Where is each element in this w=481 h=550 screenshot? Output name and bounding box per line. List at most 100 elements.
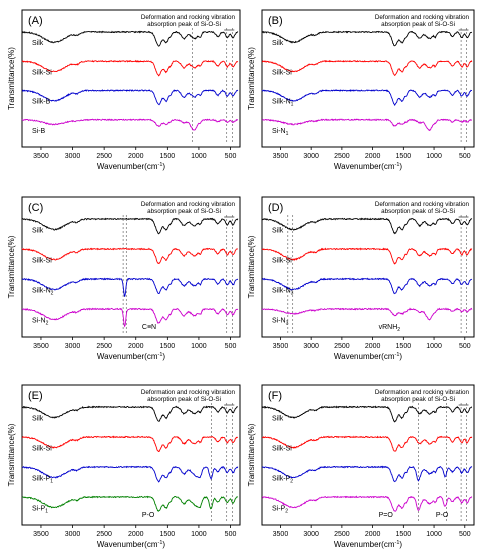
series-line-0 xyxy=(261,30,473,47)
y-axis-label: Transmittance(%) xyxy=(7,47,16,110)
x-tick-label-0: 3500 xyxy=(33,343,49,350)
series-label-2: Silk-B xyxy=(32,99,51,106)
x-axis-label-sup: -1 xyxy=(395,352,400,358)
peak-label: P-O xyxy=(142,512,155,519)
annotation-line-2: absorption peak of Si-O-Si xyxy=(147,208,221,215)
series-label-2: Silk-N1 xyxy=(272,99,294,108)
series-line-1 xyxy=(21,59,239,77)
x-tick-label-4: 1500 xyxy=(396,153,412,160)
x-tick-label-6: 500 xyxy=(225,153,237,160)
x-tick-label-2: 2500 xyxy=(96,153,112,160)
x-tick-label-6: 500 xyxy=(225,531,237,538)
series-label-1: Silk-Si xyxy=(272,69,292,76)
peak-label: vRNH2 xyxy=(379,324,401,333)
annotation-line-1: Deformation and rocking vibration xyxy=(141,201,236,208)
peak-label: C≡N xyxy=(142,324,156,331)
series-label-sub: 1 xyxy=(45,509,48,515)
panel-label: (C) xyxy=(28,202,43,214)
series-label-sub: 1 xyxy=(50,479,53,485)
series-label-1: Silk-Si xyxy=(32,446,52,453)
series-label-2: Silk-P2 xyxy=(272,476,293,485)
annotation-line-1: Deformation and rocking vibration xyxy=(375,14,470,21)
series-label-3: Si-N2 xyxy=(32,318,49,327)
x-tick-label-3: 2000 xyxy=(128,531,144,538)
plot-frame xyxy=(21,9,241,148)
x-tick-label-4: 1500 xyxy=(396,531,412,538)
series-line-0 xyxy=(21,405,239,423)
x-tick-label-2: 2500 xyxy=(334,153,350,160)
series-line-0 xyxy=(21,30,239,47)
x-tick-label-6: 500 xyxy=(459,153,471,160)
x-tick-label-5: 1000 xyxy=(191,343,207,350)
series-label-1: Silk-Si xyxy=(272,446,292,453)
panel-label: (B) xyxy=(268,15,283,27)
series-label-0: Silk xyxy=(32,416,44,423)
series-line-1 xyxy=(261,59,473,77)
y-axis-label: Transmittance(%) xyxy=(247,47,256,110)
series-label-0: Silk xyxy=(32,40,44,47)
y-axis-label: Transmittance(%) xyxy=(247,235,256,298)
annotation-line-2: absorption peak of Si-O-Si xyxy=(147,396,221,403)
x-tick-label-0: 3500 xyxy=(273,343,289,350)
series-line-3 xyxy=(21,118,239,131)
x-tick-label-4: 1500 xyxy=(396,343,412,350)
series-label-3: Si-B xyxy=(32,128,46,135)
plot-frame xyxy=(261,384,475,526)
x-tick-label-3: 2000 xyxy=(128,153,144,160)
series-line-2 xyxy=(261,89,472,107)
x-axis-label: Wavenumber(cm-1) xyxy=(97,540,166,549)
series-line-3 xyxy=(21,307,239,328)
x-tick-label-5: 1000 xyxy=(191,153,207,160)
series-label-2: Silk-N3 xyxy=(272,288,294,297)
chart-panel-1: (B) Deformation and rocking vibrationabso… xyxy=(247,9,475,171)
y-axis-label: Transmittance(%) xyxy=(7,423,16,486)
chart-panel-2: (C) Deformation and rocking vibrationabso… xyxy=(7,196,241,361)
x-tick-label-1: 3000 xyxy=(303,153,319,160)
x-axis-label-tail: ) xyxy=(162,540,165,549)
series-label-3: Si-P2 xyxy=(272,506,288,515)
series-label-sub: 1 xyxy=(286,131,289,137)
series-label-sub: 2 xyxy=(51,291,54,297)
x-tick-label-2: 2500 xyxy=(96,531,112,538)
x-tick-label-4: 1500 xyxy=(160,343,176,350)
series-line-2 xyxy=(261,277,473,295)
series-line-2 xyxy=(261,465,473,483)
series-label-2: Silk-N2 xyxy=(32,288,54,297)
panel-label: (E) xyxy=(28,390,43,402)
x-axis-label-sup: -1 xyxy=(158,162,163,168)
series-label-sub: 2 xyxy=(290,479,293,485)
series-line-3 xyxy=(21,495,239,512)
panel-label: (F) xyxy=(268,390,282,402)
chart-panel-3: (D) Deformation and rocking vibrationabso… xyxy=(247,196,475,361)
series-label-3: Si-N1 xyxy=(272,128,289,137)
series-line-1 xyxy=(21,435,238,452)
x-axis-label-tail: ) xyxy=(162,162,165,171)
chart-panel-5: (F) Deformation and rocking vibrationabso… xyxy=(247,384,475,549)
plot-frame xyxy=(21,196,241,338)
x-tick-label-1: 3000 xyxy=(65,153,81,160)
x-tick-label-5: 1000 xyxy=(426,153,442,160)
plot-frame xyxy=(21,384,241,526)
annotation-line-1: Deformation and rocking vibration xyxy=(375,201,470,208)
y-axis-label: Transmittance(%) xyxy=(247,423,256,486)
x-tick-label-4: 1500 xyxy=(160,531,176,538)
series-line-1 xyxy=(261,247,473,265)
x-axis-label-tail: ) xyxy=(399,352,402,361)
series-line-3 xyxy=(261,118,473,132)
series-label-3: Si-P1 xyxy=(32,506,48,515)
series-label-1: Silk-Si xyxy=(32,69,52,76)
series-label-sub: 3 xyxy=(291,291,294,297)
x-tick-label-2: 2500 xyxy=(334,531,350,538)
x-tick-label-1: 3000 xyxy=(65,343,81,350)
x-tick-label-0: 3500 xyxy=(33,531,49,538)
series-line-3 xyxy=(261,307,473,321)
series-label-sub: 3 xyxy=(286,321,289,327)
series-label-2: Silk-P1 xyxy=(32,476,53,485)
peak-label: P=O xyxy=(379,512,394,519)
x-axis-label-sup: -1 xyxy=(158,352,163,358)
annotation-line-1: Deformation and rocking vibration xyxy=(375,389,470,396)
series-line-0 xyxy=(21,217,239,235)
x-axis-label: Wavenumber(cm-1) xyxy=(97,352,166,361)
annotation-line-1: Deformation and rocking vibration xyxy=(141,14,236,21)
